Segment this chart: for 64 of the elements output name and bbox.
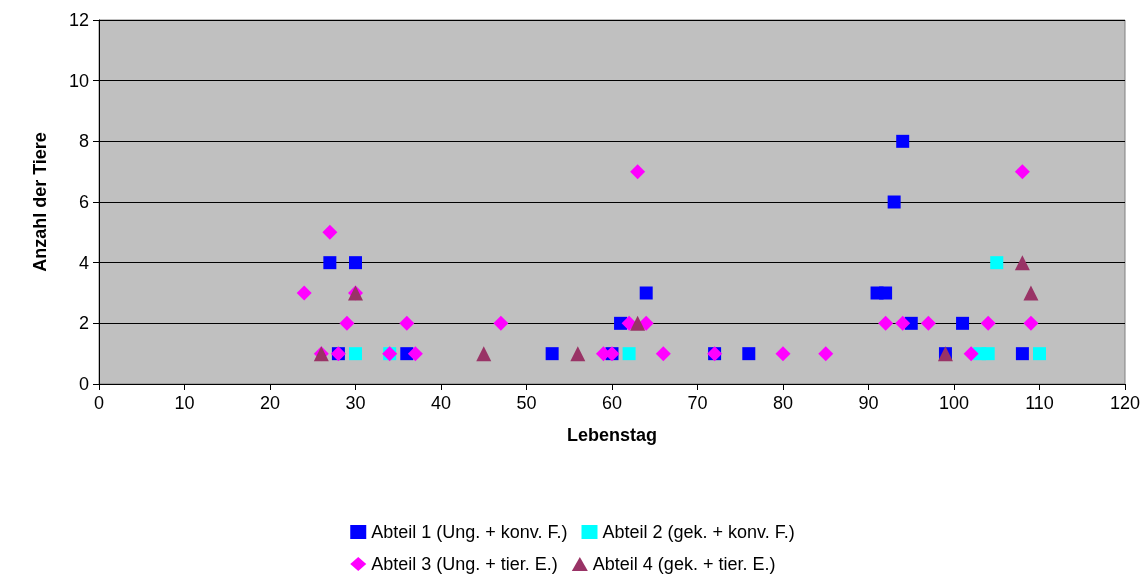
point — [980, 315, 996, 331]
y-tick-label: 8 — [78, 131, 89, 152]
point — [920, 315, 936, 331]
y-tick-label: 0 — [78, 374, 89, 394]
point — [622, 347, 636, 361]
x-tick-label: 70 — [687, 393, 708, 413]
point — [887, 195, 901, 209]
point — [339, 315, 355, 331]
point — [349, 256, 362, 270]
point — [1014, 164, 1030, 180]
point — [570, 346, 586, 362]
legend-label: Abteil 4 (gek. + tier. E.) — [592, 554, 776, 574]
point — [1014, 255, 1030, 271]
y-axis-title: Anzahl der Tiere — [30, 132, 50, 272]
point — [493, 315, 509, 331]
x-tick-label: 40 — [430, 393, 452, 413]
y-tick-label: 4 — [78, 252, 89, 273]
point — [895, 315, 911, 331]
y-tick-label: 10 — [68, 70, 89, 91]
y-tick-label: 12 — [68, 10, 89, 30]
x-tick-label: 20 — [259, 393, 281, 413]
point — [990, 256, 1004, 270]
x-tick-label: 10 — [174, 393, 195, 413]
point — [349, 347, 362, 361]
point — [896, 134, 910, 148]
point — [655, 346, 671, 362]
legend-label: Abteil 3 (Ung. + tier. E.) — [371, 554, 558, 574]
point — [638, 315, 654, 331]
point — [742, 347, 756, 361]
point — [630, 164, 646, 180]
point — [981, 347, 995, 361]
x-tick-label: 110 — [1025, 393, 1054, 413]
x-tick-label: 100 — [938, 393, 970, 413]
point — [323, 256, 337, 270]
point — [296, 285, 312, 301]
point — [879, 286, 893, 300]
legend-label: Abteil 2 (gek. + konv. F.) — [602, 522, 795, 542]
point — [476, 346, 492, 362]
point — [878, 315, 894, 331]
point — [1015, 347, 1029, 361]
point — [322, 224, 338, 240]
legend-label: Abteil 1 (Ung. + konv. F.) — [371, 522, 568, 542]
x-tick-label: 50 — [516, 393, 537, 413]
point — [545, 347, 559, 361]
point — [1033, 347, 1046, 361]
point — [818, 346, 834, 362]
point — [630, 315, 646, 331]
point — [399, 315, 415, 331]
x-tick-label: 80 — [772, 393, 794, 413]
point — [775, 346, 791, 362]
x-tick-label: 120 — [1109, 393, 1141, 413]
x-tick-label: 90 — [858, 393, 879, 413]
y-tick-label: 2 — [78, 313, 89, 334]
point — [407, 346, 423, 362]
point — [956, 316, 970, 330]
x-tick-label: 0 — [93, 393, 105, 413]
point — [639, 286, 653, 300]
x-tick-label: 30 — [345, 393, 366, 413]
y-tick-label: 6 — [78, 192, 89, 212]
point — [963, 346, 979, 362]
point — [1023, 285, 1039, 301]
x-axis-title: Lebenstag — [566, 425, 658, 445]
x-tick-label: 60 — [601, 393, 623, 413]
point — [1023, 315, 1039, 331]
